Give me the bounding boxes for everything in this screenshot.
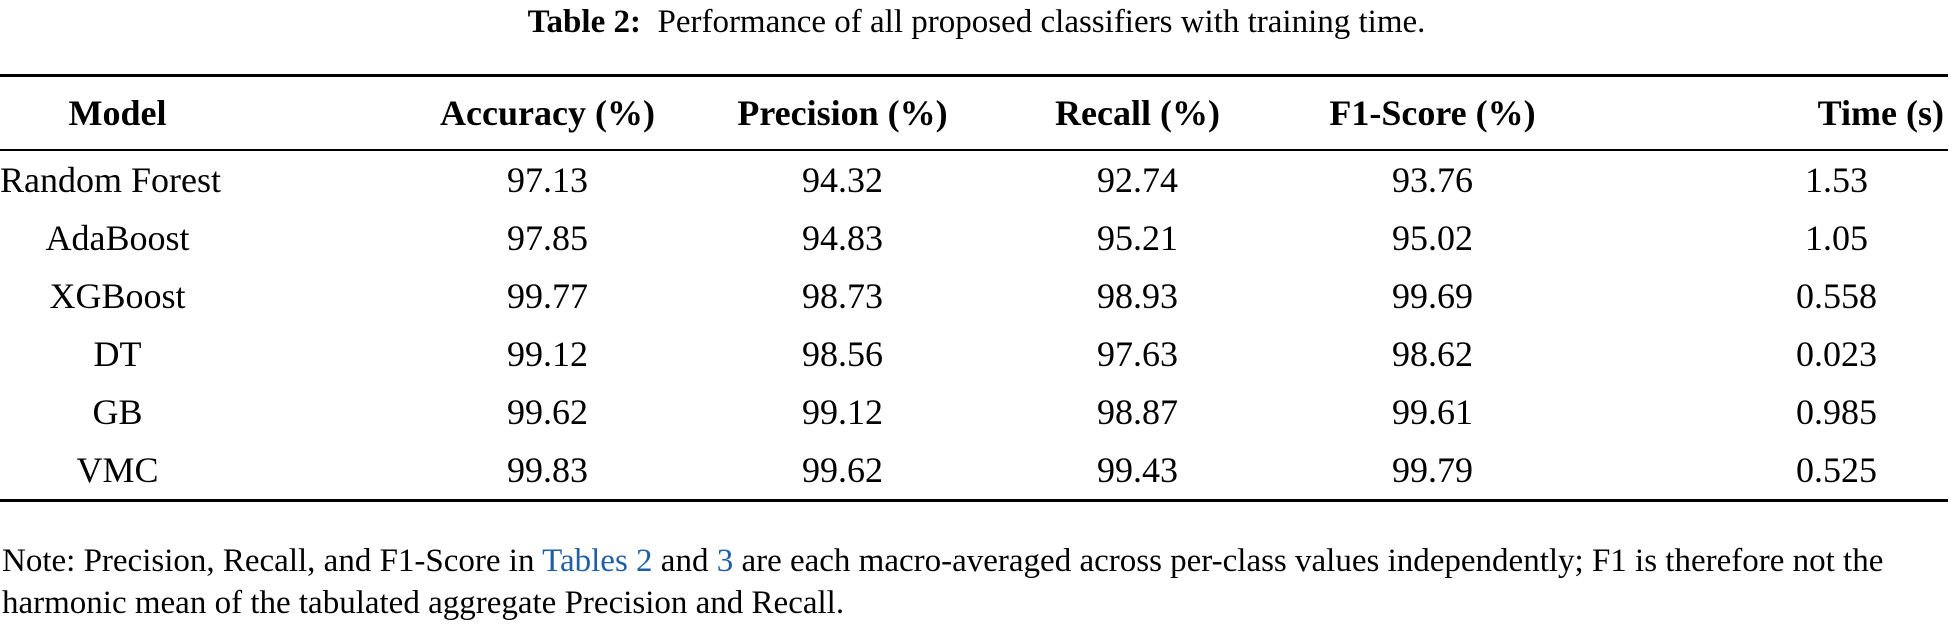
precision-cell: 94.32 [802,160,883,200]
f1-score-cell: 98.62 [1392,334,1473,374]
time-cell: 0.023 [1796,334,1877,374]
model-cell: Random Forest [0,160,221,200]
table-row: GB 99.62 99.12 98.87 99.61 0.985 [0,383,1948,441]
note-text-end: are each macro-averaged across per-class… [2,543,1884,621]
precision-cell: 98.73 [802,276,883,316]
column-header-model: Model [0,75,425,151]
f1-score-cell: 95.02 [1392,218,1473,258]
recall-cell: 92.74 [1097,160,1178,200]
accuracy-cell: 97.85 [507,218,588,258]
model-cell: GB [92,392,143,432]
column-header-recall: Recall (%) [1015,75,1260,151]
accuracy-cell: 99.77 [507,276,588,316]
recall-cell: 97.63 [1097,334,1178,374]
caption-label: Table 2: [527,4,641,40]
time-cell: 0.558 [1796,276,1877,316]
column-header-time: Time (s) [1605,75,1948,151]
time-cell: 1.53 [1805,160,1868,200]
table-caption: Table 2: Performance of all proposed cla… [0,0,1953,44]
table-row: AdaBoost 97.85 94.83 95.21 95.02 1.05 [0,209,1948,267]
note-text-start: Note: Precision, Recall, and F1-Score in [2,543,543,579]
f1-score-cell: 99.69 [1392,276,1473,316]
time-cell: 0.985 [1796,392,1877,432]
f1-score-cell: 99.79 [1260,441,1605,502]
accuracy-cell: 99.62 [507,392,588,432]
column-header-f1-score: F1-Score (%) [1260,75,1605,151]
time-cell: 1.05 [1805,218,1868,258]
precision-cell: 94.83 [802,218,883,258]
table-3-link[interactable]: 3 [716,543,734,579]
model-cell: DT [93,334,142,374]
table-2-link[interactable]: Tables 2 [542,543,653,579]
table-header-row: Model Accuracy (%) Precision (%) Recall … [0,75,1948,151]
accuracy-cell: 97.13 [507,160,588,200]
note-text-and: and [652,543,717,579]
table-row: XGBoost 99.77 98.73 98.93 99.69 0.558 [0,267,1948,325]
table-row: DT 99.12 98.56 97.63 98.62 0.023 [0,325,1948,383]
column-header-precision: Precision (%) [670,75,1015,151]
recall-cell: 98.87 [1097,392,1178,432]
f1-score-cell: 99.61 [1392,392,1473,432]
f1-score-cell: 93.76 [1392,160,1473,200]
model-cell: VMC [0,441,425,502]
precision-cell: 99.62 [670,441,1015,502]
table-note: Note: Precision, Recall, and F1-Score in… [2,540,1952,624]
column-header-accuracy: Accuracy (%) [425,75,670,151]
table-row: Random Forest 97.13 94.32 92.74 93.76 1.… [0,150,1948,209]
caption-text: Performance of all proposed classifiers … [657,4,1426,40]
accuracy-cell: 99.12 [507,334,588,374]
model-cell: AdaBoost [45,218,190,258]
recall-cell: 98.93 [1097,276,1178,316]
model-cell: XGBoost [49,276,186,316]
recall-cell: 95.21 [1097,218,1178,258]
time-cell: 0.525 [1605,441,1948,502]
precision-cell: 99.12 [802,392,883,432]
accuracy-cell: 99.83 [425,441,670,502]
performance-table: Model Accuracy (%) Precision (%) Recall … [0,74,1948,502]
recall-cell: 99.43 [1015,441,1260,502]
table-row: VMC 99.83 99.62 99.43 99.79 0.525 [0,441,1948,502]
precision-cell: 98.56 [802,334,883,374]
